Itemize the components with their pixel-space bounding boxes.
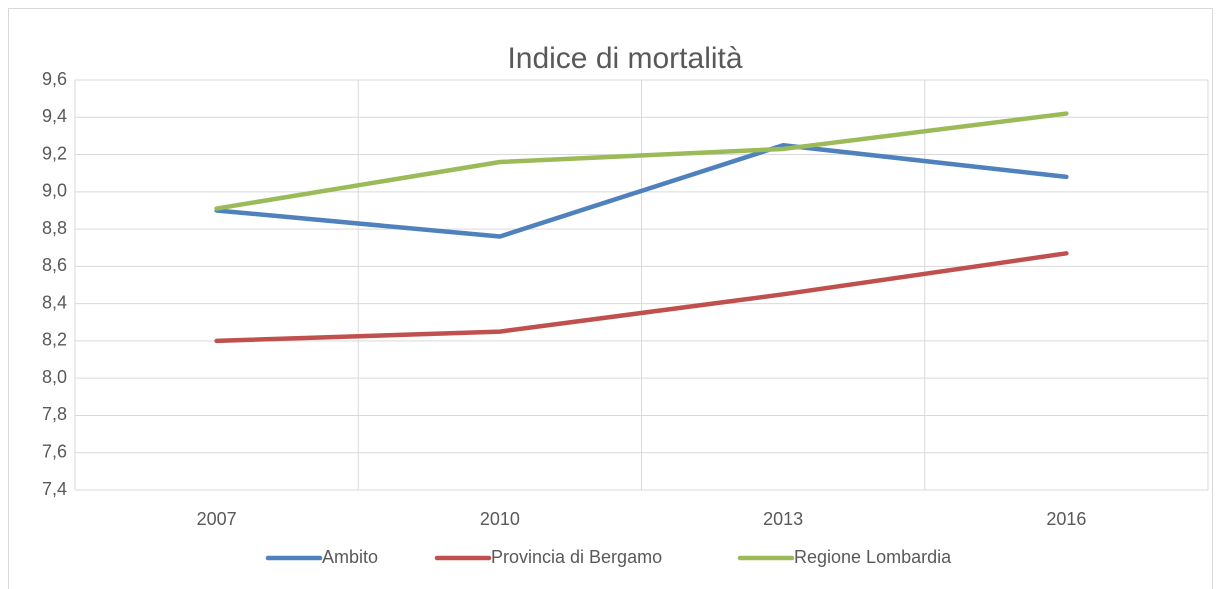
x-tick-label: 2007 (197, 509, 237, 529)
legend-label: Regione Lombardia (794, 547, 952, 567)
y-tick-label: 9,4 (42, 106, 67, 126)
y-tick-label: 9,2 (42, 143, 67, 163)
x-tick-label: 2013 (763, 509, 803, 529)
y-tick-label: 8,6 (42, 255, 67, 275)
y-tick-label: 9,0 (42, 181, 67, 201)
y-tick-label: 8,8 (42, 218, 67, 238)
y-tick-label: 7,4 (42, 479, 67, 499)
y-tick-label: 8,2 (42, 330, 67, 350)
chart-title: Indice di mortalità (507, 42, 742, 75)
series-line (214, 111, 1069, 211)
x-tick-label: 2010 (480, 509, 520, 529)
legend-label: Provincia di Bergamo (491, 547, 662, 567)
x-tick-label: 2016 (1046, 509, 1086, 529)
series-line (214, 251, 1069, 344)
chart-border (8, 8, 1213, 589)
y-tick-label: 7,8 (42, 404, 67, 424)
y-tick-label: 7,6 (42, 441, 67, 461)
y-tick-label: 8,0 (42, 367, 67, 387)
legend-label: Ambito (322, 547, 378, 567)
y-tick-label: 9,6 (42, 69, 67, 89)
series-line (214, 142, 1069, 239)
y-tick-label: 8,4 (42, 292, 67, 312)
